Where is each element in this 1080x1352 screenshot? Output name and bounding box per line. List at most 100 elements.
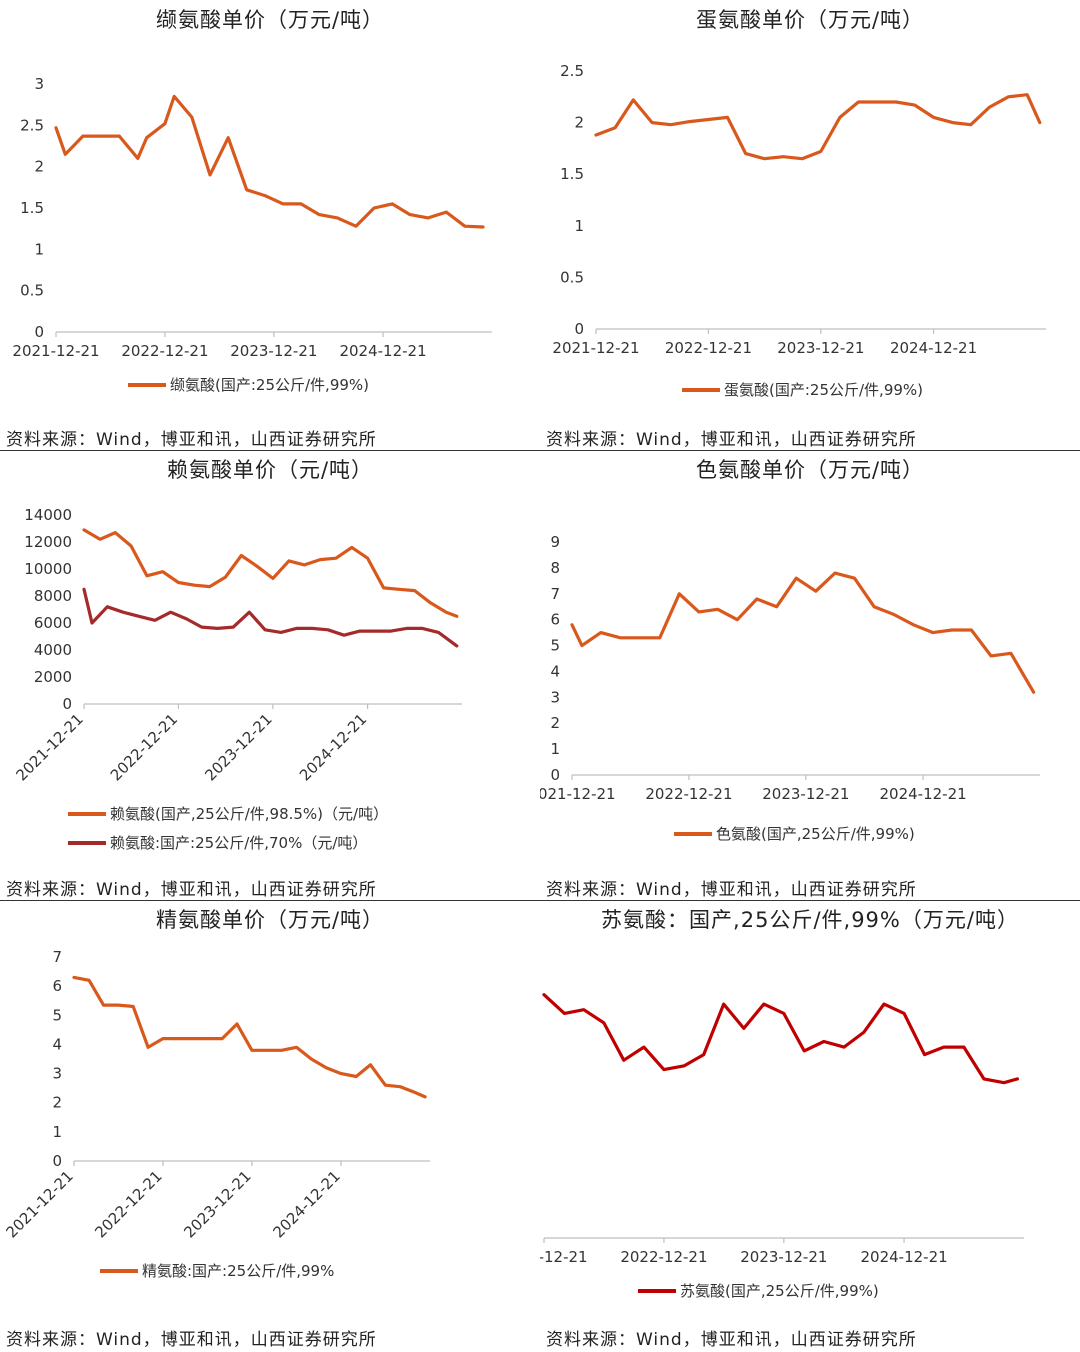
y-tick-label: 2	[52, 1094, 62, 1112]
y-tick-label: 10000	[24, 560, 72, 578]
x-tick-label: 2023-12-21	[230, 342, 317, 360]
chart-panel-valine: 缬氨酸单价（万元/吨） 0 0.5 1 1.5 2 2.5 3 2021-12-21 2022-…	[0, 0, 540, 450]
chart-title: 苏氨酸：国产,25公斤/件,99%（万元/吨）	[601, 908, 1019, 932]
chart-title: 色氨酸单价（万元/吨）	[695, 458, 925, 482]
x-tick-label: 2023-12-21	[201, 710, 275, 784]
source-note: 资料来源：Wind，博亚和讯，山西证券研究所	[6, 880, 377, 900]
x-tick-label: 2021-12-21	[12, 342, 99, 360]
x-tick-label: 2021-12-21	[552, 339, 639, 357]
chart-svg: 0 0.5 1 1.5 2 2.5 2021-12-21 2022-12-21 2023-12-…	[552, 62, 1046, 399]
series-line	[82, 587, 459, 648]
y-tick-label: 1	[34, 240, 44, 258]
x-tick-label: 2022-12-21	[665, 339, 752, 357]
x-tick-label: 2022-12-21	[91, 1167, 165, 1241]
y-tick-label: 12000	[24, 533, 72, 551]
x-tick-label: 2022-12-21	[121, 342, 208, 360]
legend-label: 缬氨酸(国产:25公斤/件,99%)	[170, 376, 369, 394]
y-tick-label: 0	[574, 320, 584, 338]
y-tick-label: 2.5	[560, 62, 584, 80]
y-tick-label: 2	[574, 114, 584, 132]
legend-label: 色氨酸(国产,25公斤/件,99%)	[716, 825, 915, 843]
series-line	[542, 993, 1019, 1085]
y-tick-label: 3	[550, 688, 560, 706]
x-tick-label: 2024-12-21	[879, 785, 966, 803]
y-tick-label: 0	[34, 323, 44, 341]
x-tick-label: 2021-12-21	[12, 710, 86, 784]
chart-svg: 0 1 2 3 4 5 6 7 8 9 2021-12-21 2022-12-21 2023-12-21…	[540, 533, 1040, 843]
separator-line	[0, 450, 1080, 451]
y-tick-label: 3	[34, 75, 44, 93]
y-tick-label: 2.5	[20, 116, 44, 134]
y-tick-label: 9	[550, 533, 560, 551]
x-tick-label: 2024-12-21	[890, 339, 977, 357]
y-tick-label: 2	[550, 714, 560, 732]
chart-title: 精氨酸单价（万元/吨）	[155, 908, 385, 932]
y-tick-label: 7	[550, 585, 560, 603]
separator-line	[0, 900, 1080, 901]
legend-label: 苏氨酸(国产,25公斤/件,99%)	[680, 1282, 879, 1300]
y-tick-label: 8	[550, 559, 560, 577]
x-tick-label: 2022-12-21	[620, 1248, 707, 1266]
source-note: 资料来源：Wind，博亚和讯，山西证券研究所	[546, 1330, 917, 1350]
y-tick-label: 4	[52, 1035, 62, 1053]
x-tick-label: 2024-12-21	[339, 342, 426, 360]
x-tick-label: 2023-12-21	[777, 339, 864, 357]
source-note: 资料来源：Wind，博亚和讯，山西证券研究所	[6, 1330, 377, 1350]
y-tick-label: 5	[52, 1006, 62, 1024]
y-tick-label: 6	[550, 611, 560, 629]
source-note: 资料来源：Wind，博亚和讯，山西证券研究所	[546, 430, 917, 450]
y-tick-label: 0	[62, 695, 72, 713]
x-tick-label: 2021-12-21	[2, 1167, 76, 1241]
x-tick-label: 2024-12-21	[860, 1248, 947, 1266]
legend-label: 赖氨酸:国产:25公斤/件,70%（元/吨）	[110, 834, 367, 852]
y-tick-label: 7	[52, 948, 62, 966]
y-tick-label: 2000	[34, 668, 72, 686]
y-tick-label: 4000	[34, 641, 72, 659]
legend-label: 蛋氨酸(国产:25公斤/件,99%)	[724, 381, 923, 399]
chart-title: 蛋氨酸单价（万元/吨）	[695, 8, 925, 32]
source-note: 资料来源：Wind，博亚和讯，山西证券研究所	[546, 880, 917, 900]
chart-panel-methionine: 蛋氨酸单价（万元/吨） 0 0.5 1 1.5 2 2.5 2021-12-21 2022-1…	[540, 0, 1080, 450]
x-tick-label: 2023-12-21	[762, 785, 849, 803]
x-tick-label: 2023-12-21	[740, 1248, 827, 1266]
y-tick-label: 1.5	[560, 165, 584, 183]
y-tick-label: 0.5	[20, 282, 44, 300]
chart-panel-tryptophan: 色氨酸单价（万元/吨） 0 1 2 3 4 5 6 7 8 9 2021-12-21 2022-12-…	[540, 450, 1080, 900]
chart-svg: 0 0.5 1 1.5 2 2.5 3 2021-12-21 2022-12-21 2023-12…	[12, 75, 492, 394]
x-tick-label: 2024-12-21	[270, 1167, 344, 1241]
chart-svg: 00.20.40.60.811.21.42021-12-212022-12-21…	[540, 993, 1024, 1300]
y-tick-label: 1	[52, 1123, 62, 1141]
series-line	[54, 94, 485, 229]
chart-panel-lysine: 赖氨酸单价（元/吨） 0 2000 4000 6000 8000 10000 12000 14…	[0, 450, 540, 900]
legend-label: 赖氨酸(国产,25公斤/件,98.5%)（元/吨）	[110, 805, 388, 823]
chart-panel-threonine: 苏氨酸：国产,25公斤/件,99%（万元/吨） 00.20.40.60.811.…	[540, 900, 1080, 1350]
y-tick-label: 0	[52, 1152, 62, 1170]
y-tick-label: 5	[550, 637, 560, 655]
series-line	[72, 975, 427, 1099]
y-tick-label: 4	[550, 662, 560, 680]
y-tick-label: 1	[574, 217, 584, 235]
y-tick-label: 6000	[34, 614, 72, 632]
y-tick-label: 3	[52, 1065, 62, 1083]
x-tick-label: 2021-12-21	[540, 1248, 588, 1266]
y-tick-label: 14000	[24, 506, 72, 524]
x-tick-label: 2024-12-21	[296, 710, 370, 784]
chart-title: 缬氨酸单价（万元/吨）	[155, 8, 385, 32]
chart-svg: 0 1 2 3 4 5 6 7 2021-12-21 2022-12-21 2023-12-21 20…	[2, 948, 430, 1280]
legend-label: 精氨酸:国产:25公斤/件,99%	[142, 1262, 334, 1280]
chart-panel-arginine: 精氨酸单价（万元/吨） 0 1 2 3 4 5 6 7 2021-12-21 2022-12-21…	[0, 900, 540, 1350]
series-line	[570, 571, 1036, 694]
series-line	[594, 93, 1042, 161]
y-tick-label: 1.5	[20, 199, 44, 217]
chart-svg: 0 2000 4000 6000 8000 10000 12000 14000 2021-12-…	[12, 506, 462, 852]
series-line	[82, 528, 459, 618]
source-note: 资料来源：Wind，博亚和讯，山西证券研究所	[6, 430, 377, 450]
x-tick-label: 2021-12-21	[540, 785, 616, 803]
chart-title: 赖氨酸单价（元/吨）	[166, 458, 374, 482]
x-tick-label: 2023-12-21	[180, 1167, 254, 1241]
x-tick-label: 2022-12-21	[645, 785, 732, 803]
x-tick-label: 2022-12-21	[107, 710, 181, 784]
y-tick-label: 8000	[34, 587, 72, 605]
y-tick-label: 0.5	[560, 268, 584, 286]
y-tick-label: 0	[550, 766, 560, 784]
